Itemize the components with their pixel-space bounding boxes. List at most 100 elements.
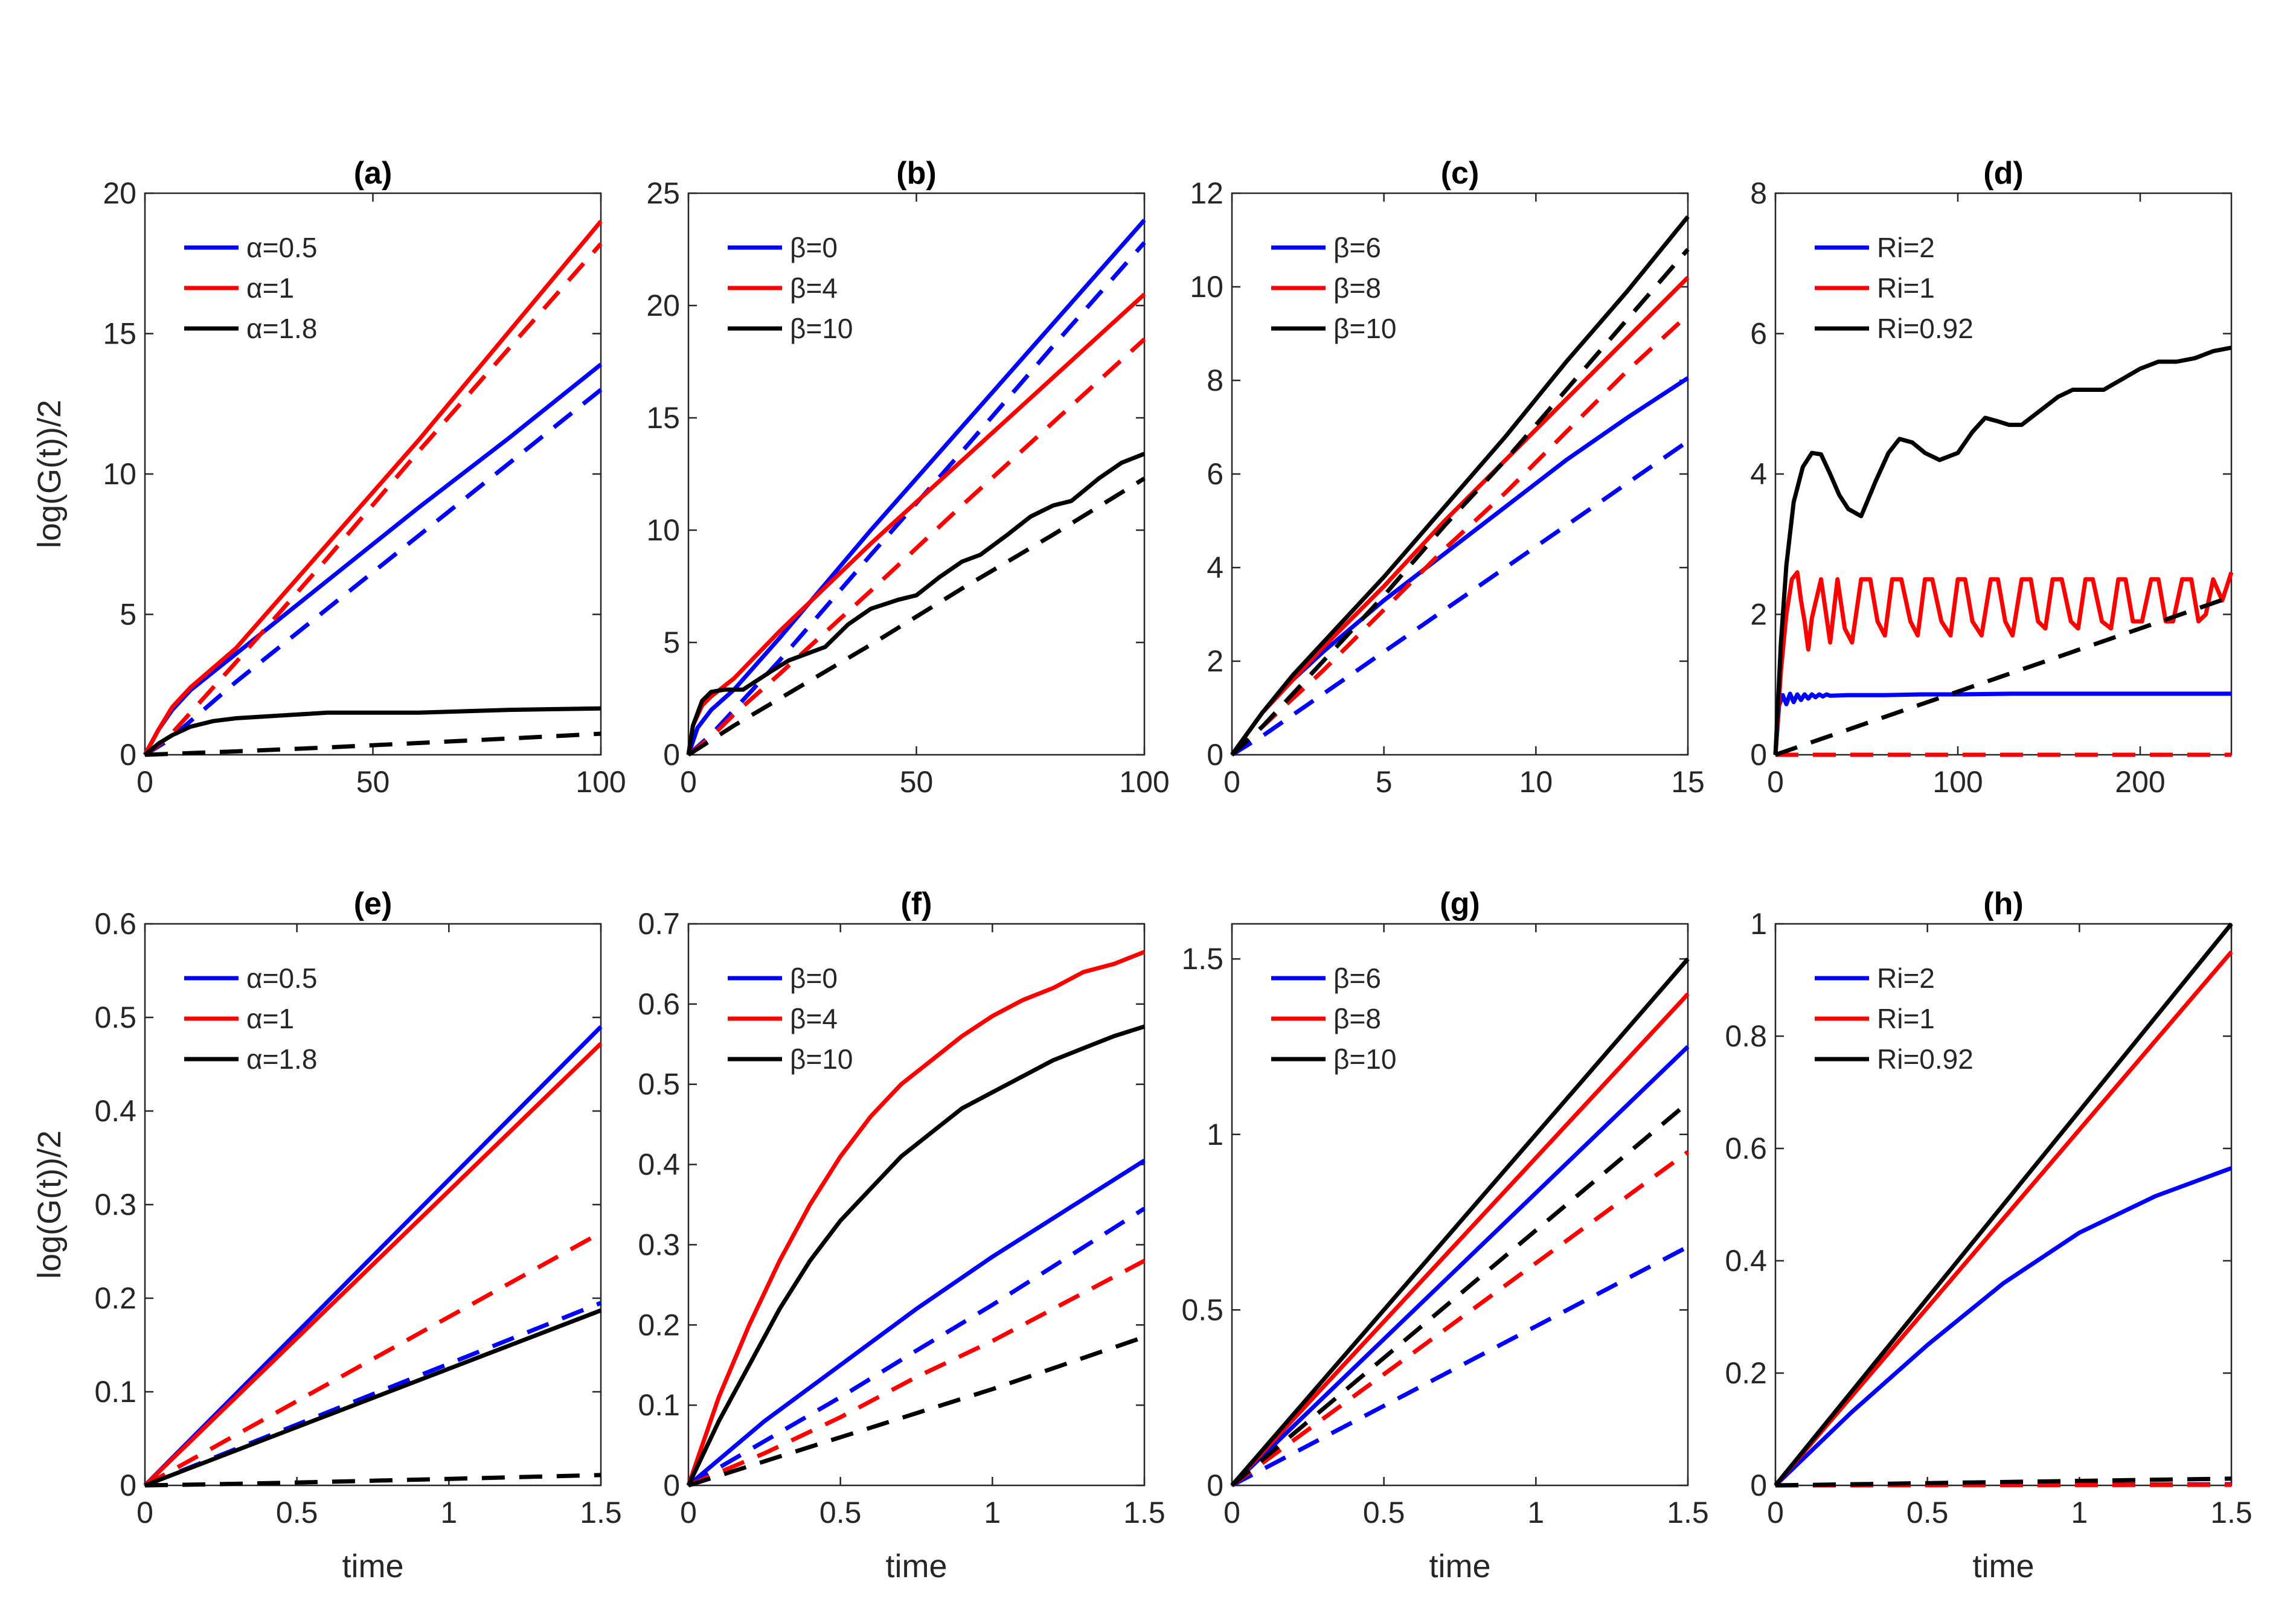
x-axis-label: time <box>1972 1548 2034 1584</box>
x-tick-label: 1.5 <box>1123 1496 1166 1529</box>
legend: β=6 β=8 β=10 <box>1271 232 1397 344</box>
series-line-red-solid <box>143 220 603 756</box>
legend-label: β=0 <box>790 962 838 994</box>
series-line-blue-solid <box>1773 691 2231 755</box>
legend-label: α=1.8 <box>246 313 317 344</box>
y-tick-label: 0.1 <box>638 1388 680 1422</box>
series-group <box>686 219 1146 757</box>
x-tick-label: 15 <box>1671 765 1705 799</box>
y-tick-label: 0 <box>120 1468 136 1502</box>
y-tick-label: 0 <box>663 738 680 772</box>
legend: α=0.5 α=1 α=1.8 <box>184 232 317 344</box>
y-tick-label: 8 <box>1207 363 1223 397</box>
y-tick-label: 0 <box>663 1468 680 1502</box>
y-tick-label: 0.3 <box>94 1188 136 1222</box>
panel-title: (e) <box>354 886 393 921</box>
y-tick-label: 6 <box>1207 457 1223 491</box>
legend-label: α=1 <box>246 1003 294 1034</box>
panel-title: (d) <box>1983 156 2023 191</box>
y-tick-label: 25 <box>646 176 680 210</box>
series-line-black-dashed <box>144 731 601 757</box>
y-tick-label: 5 <box>663 626 680 659</box>
x-tick-label: 0 <box>136 765 153 799</box>
x-tick-label: 0.5 <box>819 1496 862 1529</box>
series-line-black-solid <box>143 706 601 757</box>
series-line-black-dashed <box>1775 1476 2232 1488</box>
x-tick-label: 1 <box>984 1496 1001 1529</box>
y-tick-label: 0.5 <box>94 1001 136 1034</box>
y-tick-label: 0 <box>1207 1468 1223 1502</box>
x-tick-label: 0 <box>1223 765 1240 799</box>
y-tick-label: 20 <box>646 289 680 322</box>
series-line-red-solid <box>1774 950 2233 1487</box>
legend-label: β=6 <box>1333 962 1381 994</box>
series-group <box>143 220 603 757</box>
legend: β=0 β=4 β=10 <box>728 962 853 1075</box>
y-tick-label: 0.4 <box>1725 1244 1767 1278</box>
series-line-blue-dashed <box>1231 439 1689 757</box>
y-tick-label: 10 <box>1190 270 1223 304</box>
series-line-black-solid <box>686 452 1146 755</box>
y-tick-label: 0.8 <box>1725 1019 1767 1053</box>
series-line-blue-solid <box>1774 1166 2233 1487</box>
series-line-black-solid <box>144 1308 602 1488</box>
y-tick-label: 2 <box>1207 644 1223 678</box>
y-tick-label: 12 <box>1190 176 1223 210</box>
series-line-blue-solid <box>686 219 1146 756</box>
series-group <box>1773 345 2234 757</box>
x-tick-label: 0.5 <box>1906 1496 1949 1529</box>
legend-label: β=8 <box>1333 272 1381 304</box>
y-tick-label: 0.6 <box>1725 1132 1767 1165</box>
series-line-red-dashed <box>144 1231 602 1488</box>
panel-d: (d) 0 100 200 0 2 4 6 8 Ri=2 Ri=1 Ri=0.92 <box>1750 156 2234 799</box>
series-line-black-dashed <box>1230 248 1690 757</box>
x-tick-label: 50 <box>900 765 934 799</box>
series-line-black-solid <box>686 1024 1146 1487</box>
y-tick-label: 10 <box>646 513 680 547</box>
panel-h: (h)0 0.5 1 1.500.20.40.60.81timeRi=2Ri=1Ri=… <box>1725 886 2252 1584</box>
y-tick-label: 0.5 <box>1181 1293 1223 1327</box>
x-tick-label: 1 <box>2071 1496 2088 1529</box>
legend-label: Ri=0.92 <box>1877 313 1974 344</box>
x-tick-label: 0.5 <box>276 1496 318 1529</box>
x-tick-label: 200 <box>2115 765 2165 799</box>
series-line-black-solid <box>1230 957 1690 1487</box>
panel-f: (f) 0 0.5 1 1.5 0 0.1 0.2 0.3 0.4 0.5 0.6 0.7 time β=0… <box>638 886 1165 1584</box>
series-line-black-dashed <box>687 1334 1146 1488</box>
legend-label: β=4 <box>790 272 838 304</box>
panel-g: (g) 0 0.5 1 1.5 0 0.5 1 1.5 time β=6 β=8 β=10 <box>1181 886 1708 1584</box>
y-tick-label: 0 <box>1750 738 1767 772</box>
y-axis-label: log(G(t))/2 <box>31 1130 68 1279</box>
y-tick-label: 10 <box>103 457 136 491</box>
x-axis-label: time <box>1429 1548 1490 1584</box>
y-tick-label: 0.6 <box>638 987 680 1021</box>
x-tick-label: 5 <box>1376 765 1393 799</box>
legend-label: Ri=0.92 <box>1877 1043 1974 1075</box>
panel-c: (c) 0 5 10 15 0 2 4 6 8 10 12 β=6 β=8 β=10 <box>1190 156 1704 799</box>
panel-b: (b) 0 50 100 0 5 10 15 20 25 β=0 β=4 β=10 <box>646 156 1169 799</box>
y-tick-label: 6 <box>1750 317 1767 351</box>
series-group <box>1230 957 1690 1488</box>
x-tick-label: 1.5 <box>1667 1496 1709 1529</box>
y-tick-label: 20 <box>103 176 136 210</box>
legend-label: β=4 <box>790 1003 838 1034</box>
y-tick-label: 1.5 <box>1181 942 1223 976</box>
y-tick-label: 8 <box>1750 176 1767 210</box>
y-tick-label: 0.6 <box>94 907 136 941</box>
series-group <box>686 950 1146 1488</box>
legend-label: β=0 <box>790 232 838 263</box>
x-tick-label: 1 <box>440 1496 457 1529</box>
panel-a: (a) 0 50 100 0 5 10 15 20 log(G(t))/2 α=0.5 α=1 α=1.… <box>31 156 626 799</box>
x-tick-label: 0.5 <box>1363 1496 1405 1529</box>
panel-e: (e) 0 0.5 1 1.5 0 0.1 0.2 0.3 0.4 0.5 0.6 log(G(t))/… <box>31 886 622 1584</box>
series-line-black-solid <box>1230 215 1690 757</box>
legend-label: Ri=1 <box>1877 1003 1935 1034</box>
series-line-red-dashed <box>687 1258 1146 1488</box>
x-tick-label: 0 <box>1223 1496 1240 1529</box>
y-tick-label: 0.7 <box>638 907 680 941</box>
series-line-black-solid <box>1774 922 2233 1487</box>
series-line-blue-dashed <box>1231 1244 1689 1488</box>
panel-title: (h) <box>1983 886 2023 921</box>
legend-label: β=10 <box>790 1043 853 1075</box>
